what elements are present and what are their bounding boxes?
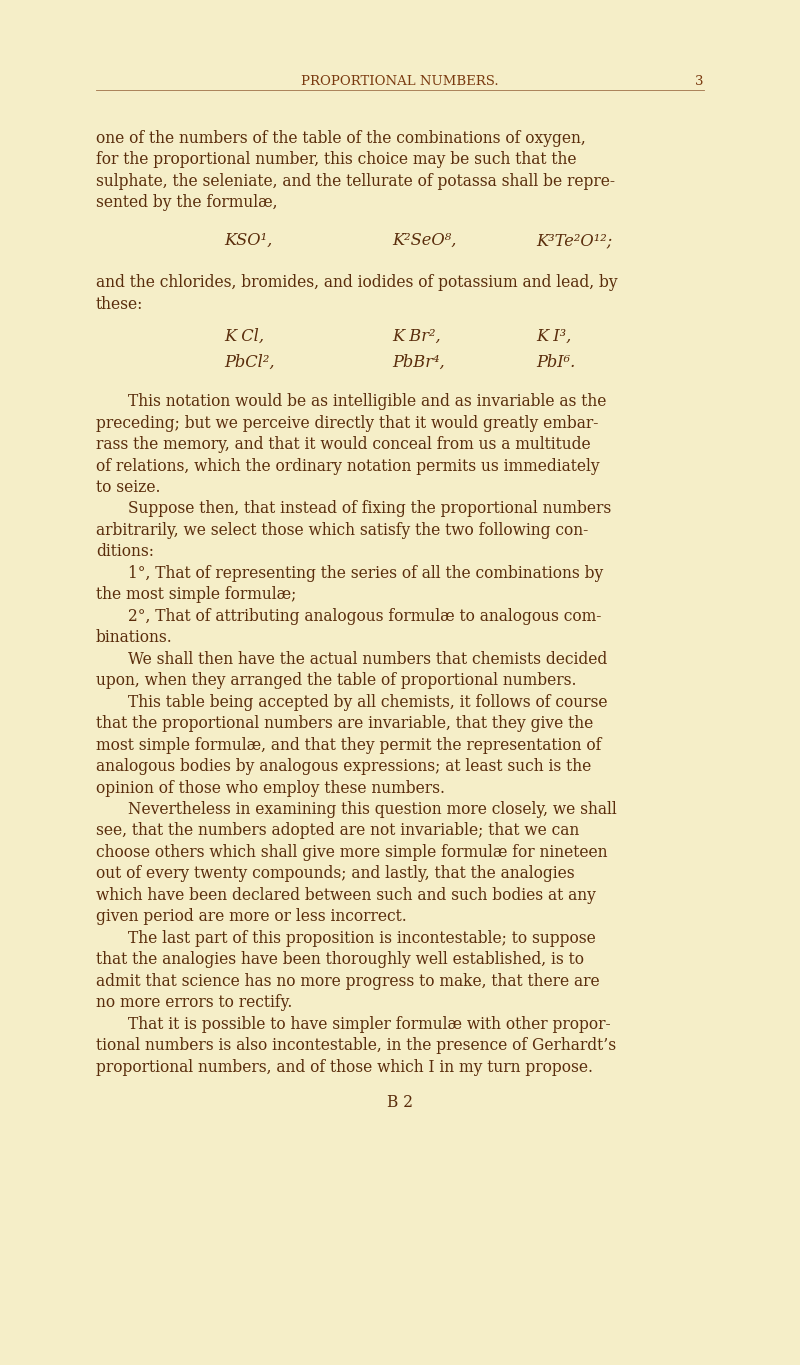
- Text: which have been declared between such and such bodies at any: which have been declared between such an…: [96, 887, 596, 904]
- Text: Nevertheless in examining this question more closely, we shall: Nevertheless in examining this question …: [128, 801, 617, 818]
- Text: binations.: binations.: [96, 629, 173, 646]
- Text: KSO¹,: KSO¹,: [224, 232, 272, 250]
- Text: of relations, which the ordinary notation permits us immediately: of relations, which the ordinary notatio…: [96, 457, 600, 475]
- Text: PbBr⁴,: PbBr⁴,: [392, 354, 445, 371]
- Text: 3: 3: [695, 75, 704, 89]
- Text: K I³,: K I³,: [536, 328, 571, 345]
- Text: rass the memory, and that it would conceal from us a multitude: rass the memory, and that it would conce…: [96, 435, 590, 453]
- Text: 1°, That of representing the series of all the combinations by: 1°, That of representing the series of a…: [128, 565, 603, 581]
- Text: see, that the numbers adopted are not invariable; that we can: see, that the numbers adopted are not in…: [96, 823, 579, 839]
- Text: This table being accepted by all chemists, it follows of course: This table being accepted by all chemist…: [128, 693, 607, 711]
- Text: K³Te²O¹²;: K³Te²O¹²;: [536, 232, 612, 250]
- Text: opinion of those who employ these numbers.: opinion of those who employ these number…: [96, 779, 445, 797]
- Text: these:: these:: [96, 296, 143, 313]
- Text: PROPORTIONAL NUMBERS.: PROPORTIONAL NUMBERS.: [301, 75, 499, 89]
- Text: K²SeO⁸,: K²SeO⁸,: [392, 232, 456, 250]
- Text: K Br²,: K Br²,: [392, 328, 441, 345]
- Text: to seize.: to seize.: [96, 479, 161, 495]
- Text: sulphate, the seleniate, and the tellurate of potassa shall be repre-: sulphate, the seleniate, and the tellura…: [96, 173, 615, 190]
- Text: and the chlorides, bromides, and iodides of potassium and lead, by: and the chlorides, bromides, and iodides…: [96, 274, 618, 291]
- Text: That it is possible to have simpler formulæ with other propor-: That it is possible to have simpler form…: [128, 1016, 610, 1033]
- Text: upon, when they arranged the table of proportional numbers.: upon, when they arranged the table of pr…: [96, 672, 577, 689]
- Text: K Cl,: K Cl,: [224, 328, 264, 345]
- Text: that the analogies have been thoroughly well established, is to: that the analogies have been thoroughly …: [96, 951, 584, 968]
- Text: proportional numbers, and of those which I in my turn propose.: proportional numbers, and of those which…: [96, 1059, 593, 1076]
- Text: one of the numbers of the table of the combinations of oxygen,: one of the numbers of the table of the c…: [96, 130, 586, 147]
- Text: arbitrarily, we select those which satisfy the two following con-: arbitrarily, we select those which satis…: [96, 521, 588, 539]
- Text: preceding; but we perceive directly that it would greatly embar-: preceding; but we perceive directly that…: [96, 415, 598, 431]
- Text: B 2: B 2: [387, 1093, 413, 1111]
- Text: for the proportional number, this choice may be such that the: for the proportional number, this choice…: [96, 152, 577, 168]
- Text: Suppose then, that instead of fixing the proportional numbers: Suppose then, that instead of fixing the…: [128, 501, 611, 517]
- Text: admit that science has no more progress to make, that there are: admit that science has no more progress …: [96, 973, 600, 990]
- Text: PbI⁶.: PbI⁶.: [536, 354, 575, 371]
- Text: sented by the formulæ,: sented by the formulæ,: [96, 194, 278, 212]
- Text: ditions:: ditions:: [96, 543, 154, 561]
- Text: This notation would be as intelligible and as invariable as the: This notation would be as intelligible a…: [128, 393, 606, 409]
- Text: 2°, That of attributing analogous formulæ to analogous com-: 2°, That of attributing analogous formul…: [128, 607, 602, 625]
- Text: that the proportional numbers are invariable, that they give the: that the proportional numbers are invari…: [96, 715, 594, 732]
- Text: choose others which shall give more simple formulæ for nineteen: choose others which shall give more simp…: [96, 844, 607, 861]
- Text: We shall then have the actual numbers that chemists decided: We shall then have the actual numbers th…: [128, 651, 607, 667]
- Text: given period are more or less incorrect.: given period are more or less incorrect.: [96, 908, 406, 925]
- Text: The last part of this proposition is incontestable; to suppose: The last part of this proposition is inc…: [128, 930, 596, 947]
- Text: tional numbers is also incontestable, in the presence of Gerhardt’s: tional numbers is also incontestable, in…: [96, 1037, 616, 1054]
- Text: the most simple formulæ;: the most simple formulæ;: [96, 587, 296, 603]
- Text: PbCl²,: PbCl²,: [224, 354, 274, 371]
- Text: no more errors to rectify.: no more errors to rectify.: [96, 994, 292, 1011]
- Text: most simple formulæ, and that they permit the representation of: most simple formulæ, and that they permi…: [96, 737, 602, 753]
- Text: analogous bodies by analogous expressions; at least such is the: analogous bodies by analogous expression…: [96, 758, 591, 775]
- Text: out of every twenty compounds; and lastly, that the analogies: out of every twenty compounds; and lastl…: [96, 865, 574, 882]
